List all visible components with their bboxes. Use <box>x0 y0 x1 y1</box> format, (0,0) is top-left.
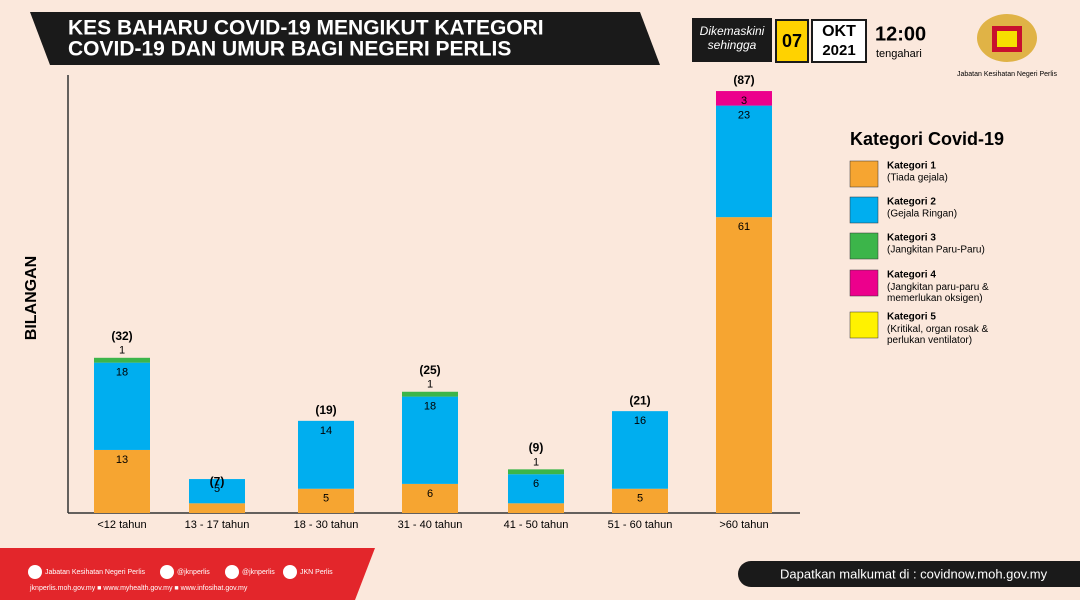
month: OKT <box>822 23 856 40</box>
total-label: (87) <box>733 73 754 87</box>
legend-swatch <box>849 269 879 297</box>
x-tick-label: <12 tahun <box>97 519 146 531</box>
legend-description-line: perlukan ventilator) <box>887 335 972 346</box>
segment-label: 5 <box>637 493 643 505</box>
legend-name: Kategori 3 <box>887 233 936 244</box>
source: Dapatkan malkumat di : covidnow.moh.gov.… <box>780 566 1048 581</box>
segment-label: 18 <box>116 367 128 379</box>
title-line: COVID-19 DAN UMUR BAGI NEGERI PERLIS <box>68 38 511 61</box>
x-tick-label: 13 - 17 tahun <box>185 519 250 531</box>
legend-description: (Jangkitan Paru-Paru) <box>887 245 985 256</box>
segment-label: 1 <box>119 345 125 357</box>
segment-label: 18 <box>424 401 436 413</box>
legend-description: (Gejala Ringan) <box>887 209 957 220</box>
legend-swatch <box>849 311 879 339</box>
legend-description-line: (Jangkitan paru-paru & <box>887 282 989 293</box>
legend-description: (Jangkitan paru-paru & memerlukan oksigen… <box>887 282 989 304</box>
bar-segment <box>716 217 772 513</box>
bar-segment <box>94 449 150 513</box>
bar-segment <box>716 105 772 218</box>
segment-label: 13 <box>116 454 128 466</box>
bar-segment <box>612 411 668 489</box>
day: 07 <box>782 31 802 51</box>
bar-segment <box>508 503 564 513</box>
segment-label: 16 <box>634 415 646 427</box>
segment-label: 6 <box>427 488 433 500</box>
day-box <box>775 19 809 63</box>
total-label: (32) <box>111 329 132 343</box>
bar-segment <box>402 396 458 484</box>
segment-label: 1 <box>533 456 539 468</box>
segment-label: 5 <box>214 483 220 495</box>
legend-description: (Kritikal, organ rosak & perlukan ventila… <box>887 324 988 346</box>
bar-segment <box>402 483 458 513</box>
segment-label: 5 <box>323 493 329 505</box>
bar-segment <box>402 391 458 397</box>
x-tick-label: >60 tahun <box>719 519 768 531</box>
legend-description-line: (Kritikal, organ rosak & <box>887 324 988 335</box>
legend-description-line: memerlukan oksigen) <box>887 293 983 304</box>
legend-name: Kategori 1 <box>887 161 936 172</box>
legend-description: (Tiada gejala) <box>887 173 948 184</box>
updated-box <box>692 18 772 62</box>
social-icon <box>283 565 297 579</box>
bar-segment <box>94 357 150 363</box>
date-box <box>811 19 867 63</box>
source-box <box>738 561 1080 587</box>
footer-links: jknperlis.moh.gov.my ■ www.myhealth.gov.… <box>29 585 248 592</box>
bar-segment <box>189 479 245 504</box>
bar-segment <box>298 420 354 489</box>
x-tick-label: 31 - 40 tahun <box>398 519 463 531</box>
y-axis-label: BILANGAN <box>23 256 40 340</box>
bar-segment <box>508 469 564 475</box>
segment-label: 6 <box>533 478 539 490</box>
segment-label: 14 <box>320 425 332 437</box>
social-label: @jknperlis <box>242 569 275 576</box>
x-tick-label: 41 - 50 tahun <box>504 519 569 531</box>
x-tick-label: 51 - 60 tahun <box>608 519 673 531</box>
legend-title: Kategori Covid-19 <box>850 129 1004 149</box>
bar-segment <box>508 474 564 504</box>
bar-segment <box>716 91 772 106</box>
bar-segment <box>298 488 354 513</box>
social-icon <box>28 565 42 579</box>
legend-name: Kategori 4 <box>887 270 936 281</box>
legend-swatch <box>849 196 879 224</box>
bar-segment <box>189 503 245 513</box>
social-icon <box>225 565 239 579</box>
social-label: @jknperlis <box>177 569 210 576</box>
total-label: (25) <box>419 363 440 377</box>
total-label: (7) <box>210 474 225 488</box>
social-label: Jabatan Kesihatan Negeri Perlis <box>45 569 146 576</box>
legend-name: Kategori 2 <box>887 197 936 208</box>
segment-label: 1 <box>427 379 433 391</box>
legend-name: Kategori 5 <box>887 312 936 323</box>
segment-label: 3 <box>741 95 747 107</box>
updated-label: sehingga <box>708 38 757 52</box>
title-line: KES BAHARU COVID-19 MENGIKUT KATEGORI <box>68 17 544 40</box>
year: 2021 <box>822 42 855 59</box>
segment-label: 61 <box>738 221 750 233</box>
social-label: JKN Perlis <box>300 569 333 576</box>
total-label: (9) <box>529 441 544 455</box>
title-banner <box>30 12 660 65</box>
legend-swatch <box>849 160 879 188</box>
bar-segment <box>94 362 150 450</box>
total-label: (19) <box>315 403 336 417</box>
time: 12:00 <box>875 23 926 45</box>
social-icon <box>160 565 174 579</box>
time-label: tengahari <box>876 48 922 60</box>
bar-segment <box>612 488 668 513</box>
logo <box>977 14 1037 62</box>
footer-banner <box>0 548 375 600</box>
x-tick-label: 18 - 30 tahun <box>294 519 359 531</box>
org-label: Jabatan Kesihatan Negeri Perlis <box>957 71 1058 78</box>
legend-swatch <box>849 232 879 260</box>
total-label: (21) <box>629 393 650 407</box>
updated-label: Dikemaskini <box>700 24 765 38</box>
segment-label: 23 <box>738 110 750 122</box>
